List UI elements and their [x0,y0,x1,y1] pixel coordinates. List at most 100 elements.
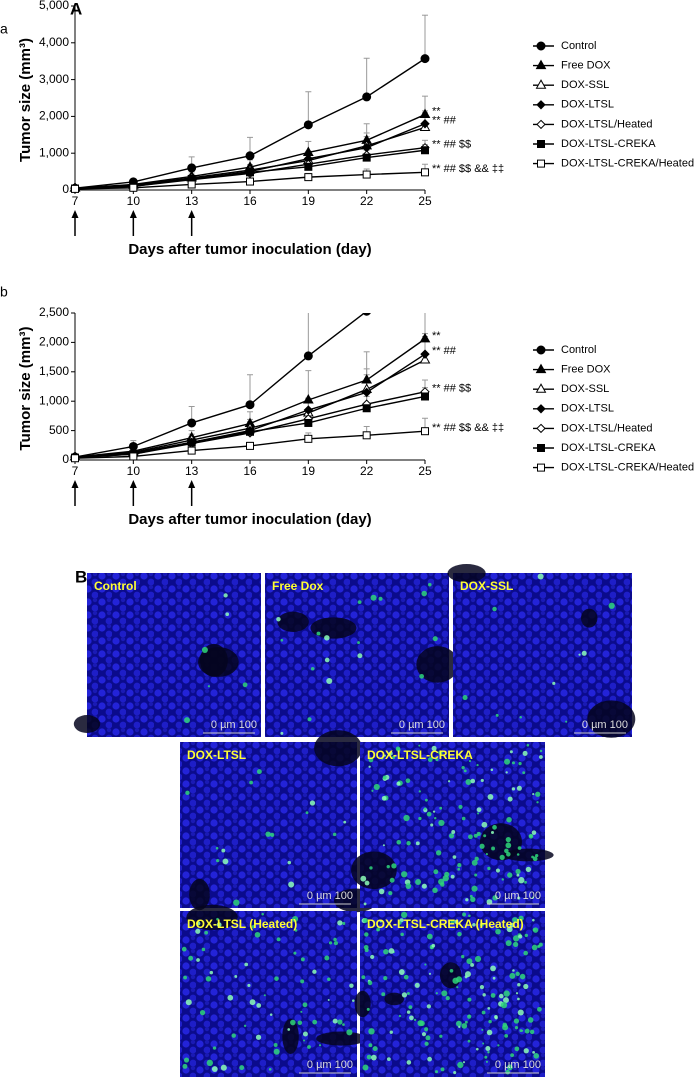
dox-signal [274,976,279,981]
dox-signal [487,793,494,800]
dox-signal [470,896,476,903]
dox-signal [525,866,532,873]
dox-signal [378,888,385,895]
dox-signal [326,677,333,685]
dox-signal [199,1010,206,1016]
dox-signal [389,1030,393,1034]
marker [362,170,371,179]
dox-signal [403,814,410,822]
marker [303,120,313,130]
dox-signal [518,761,522,766]
marker [304,162,313,171]
marker [536,404,546,414]
marker [419,354,431,364]
dox-signal [539,749,543,753]
dox-signal [432,636,438,642]
micrograph [447,564,636,738]
dox-signal [292,915,299,923]
marker [537,159,545,168]
dox-signal [439,806,443,810]
dox-signal [483,834,487,838]
y-axis-title: Tumor size (mm³) [17,327,34,451]
dox-signal [531,944,538,951]
legend-label: DOX-LTSL-CREKA [561,138,656,150]
dox-signal [367,980,373,986]
x-tick-label: 25 [418,464,432,478]
marker [420,349,430,359]
x-tick-label: 19 [302,464,316,478]
dox-signal [269,1013,273,1016]
dox-signal [524,1028,530,1034]
dox-signal [518,915,524,921]
dox-signal [293,951,297,955]
dox-signal [517,846,522,850]
dox-signal [471,859,478,866]
dox-signal [476,807,482,813]
dox-signal [504,1033,509,1038]
y-tick-label: 2,000 [39,335,69,349]
dark-region [316,1031,367,1046]
dox-signal [445,995,450,1001]
legend-label: DOX-SSL [561,383,609,395]
marker [362,92,372,102]
arrow-head [71,480,79,488]
dark-region [479,823,522,861]
dox-signal [337,1019,343,1025]
dox-signal [457,863,462,868]
micrograph [180,904,367,1077]
dox-signal [327,977,331,982]
dox-signal [287,860,292,865]
arrow-head [188,210,196,218]
scale-bar-label: 0 µm 100 [495,890,541,902]
dox-signal [487,866,491,871]
marker [421,427,429,436]
dox-signal [388,948,395,954]
marker [362,404,371,413]
dox-signal [366,1007,370,1011]
dox-signal [485,1060,488,1063]
dox-signal [398,1014,402,1018]
dox-signal [498,993,504,999]
dox-signal [363,918,369,923]
dox-signal [441,990,448,997]
dox-signal [464,975,468,979]
dox-signal [505,837,511,843]
marker [361,374,373,384]
dox-signal [450,919,455,924]
dox-signal [457,1061,464,1069]
dox-signal [506,926,513,933]
dox-signal [303,1039,306,1042]
dox-signal [430,823,434,827]
dox-signal [499,854,505,861]
dox-signal [517,983,521,987]
marker [303,351,313,361]
dox-signal [461,954,465,959]
dox-signal [532,856,538,862]
dox-signal [247,983,251,988]
dox-signal [452,855,457,859]
dox-signal [408,1005,413,1010]
dox-signal [372,1046,378,1052]
micrograph [265,573,459,737]
dox-signal [532,793,535,796]
annotation: ** [432,105,441,117]
dox-signal [537,573,544,580]
dox-signal [432,887,438,894]
dox-signal [216,859,220,863]
dark-region [314,730,362,767]
dox-signal [183,1057,190,1063]
marker [245,151,255,161]
dark-region [310,617,357,639]
dox-signal [504,758,511,765]
micrograph [351,742,554,908]
dox-signal [273,1048,280,1055]
dox-signal [470,778,476,784]
dox-signal [515,992,519,995]
y-tick-label: 1,000 [39,145,69,159]
marker [304,418,313,427]
arrow-head [129,210,137,218]
dox-signal [273,1043,278,1047]
dox-signal [425,1035,431,1041]
dox-signal [234,975,238,978]
dox-signal [183,975,188,980]
